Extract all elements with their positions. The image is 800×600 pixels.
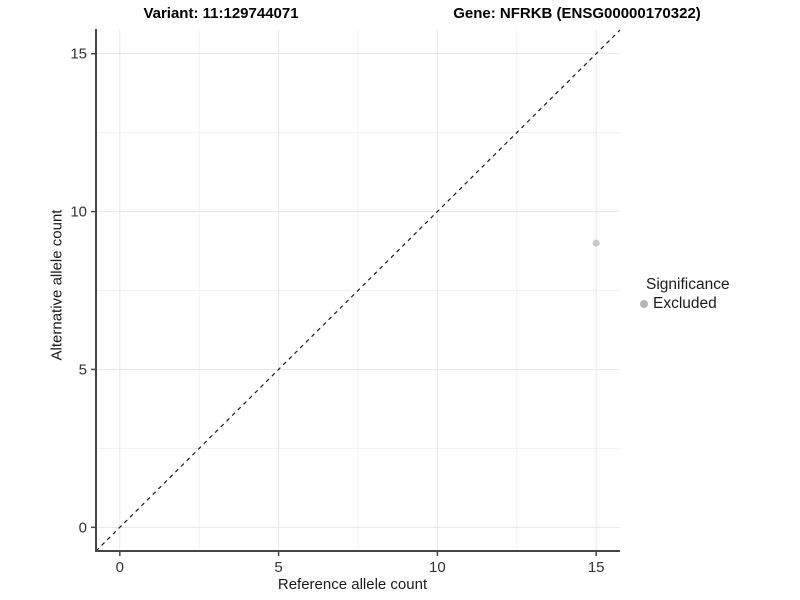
x-axis-title: Reference allele count	[277, 576, 428, 593]
y-tick-label: 5	[79, 361, 87, 378]
legend-title: Significance	[646, 276, 730, 293]
y-tick-label: 10	[70, 204, 87, 221]
legend: Significance Excluded	[640, 276, 730, 313]
identity-line	[95, 29, 621, 552]
plot-title-variant: Variant: 11:129744071	[143, 5, 299, 22]
legend-item-excluded: Excluded	[640, 295, 730, 313]
x-tick-label: 5	[274, 559, 282, 576]
data-point	[592, 239, 600, 247]
legend-item-label: Excluded	[653, 295, 717, 312]
x-tick-label: 10	[429, 559, 446, 576]
y-tick-label: 15	[70, 46, 87, 63]
x-tick-label: 15	[588, 559, 605, 576]
y-tick-label: 0	[79, 519, 87, 536]
plot-title-gene: Gene: NFRKB (ENSG00000170322)	[453, 5, 701, 22]
legend-key-dot	[640, 300, 648, 308]
y-axis-title: Alternative allele count	[48, 209, 66, 361]
x-tick-label: 0	[116, 559, 124, 576]
